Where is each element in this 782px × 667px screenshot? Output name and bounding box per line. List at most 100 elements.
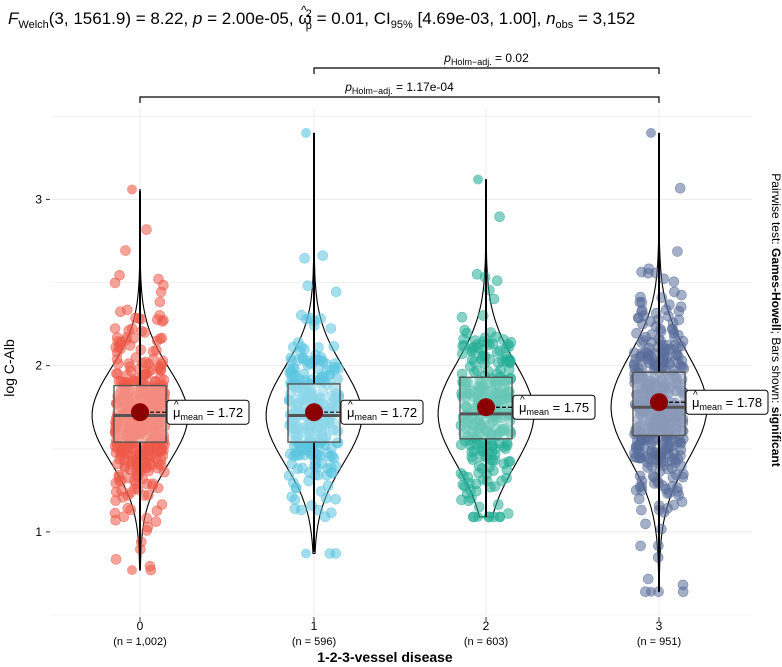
data-point: [640, 518, 651, 530]
data-point: [132, 484, 144, 495]
data-point: [455, 439, 467, 451]
data-point: [657, 422, 669, 434]
x-tick-n-label: (n = 951): [637, 636, 681, 648]
data-point: [673, 410, 685, 421]
data-point: [284, 367, 296, 379]
data-point: [677, 579, 689, 591]
data-point: [299, 343, 310, 355]
data-point: [664, 487, 675, 499]
mean-label-sub: mean: [527, 407, 550, 417]
title-welch: Welch: [18, 19, 48, 31]
data-point: [462, 471, 474, 483]
mean-label: μmean = 1.72: [347, 405, 417, 422]
x-tick-label: 3: [656, 619, 663, 633]
mean-label-value: 1.72: [218, 405, 243, 420]
data-point: [333, 389, 345, 401]
group-2: μmean = 1.75^: [437, 174, 596, 523]
data-point: [636, 385, 647, 396]
data-point: [473, 501, 485, 513]
group-0: μmean = 1.72^: [91, 184, 250, 576]
data-point-max: [646, 127, 656, 138]
data-point: [113, 471, 125, 483]
data-point: [486, 385, 498, 397]
title-omega-sup: 2: [306, 8, 312, 20]
mean-label-value: 1.78: [737, 395, 762, 410]
mean-label-mu: μ: [519, 400, 527, 415]
data-point: [674, 182, 686, 194]
data-point-min: [473, 511, 483, 522]
data-point: [642, 267, 654, 279]
mean-label-eq: =: [203, 405, 218, 420]
data-point: [145, 564, 157, 576]
mean-label: μmean = 1.72: [173, 405, 243, 422]
data-point: [664, 299, 675, 311]
data-point: [124, 464, 136, 476]
data-point: [631, 327, 642, 339]
data-point: [477, 381, 488, 393]
pairwise-caption: Pairwise test: Games-Howell; Bars shown:…: [769, 173, 782, 466]
data-point: [329, 358, 341, 369]
data-point: [675, 460, 687, 472]
comparison-label: pHolm−adj. = 1.17e-04: [344, 80, 454, 96]
data-point: [642, 462, 653, 473]
data-point: [122, 502, 134, 514]
data-point: [301, 313, 312, 325]
data-point: [326, 442, 337, 454]
data-point: [141, 224, 152, 235]
data-point: [634, 470, 646, 482]
data-point: [138, 369, 149, 381]
data-point: [634, 481, 646, 493]
data-point: [493, 357, 504, 369]
data-point: [657, 358, 669, 370]
data-point: [501, 437, 513, 449]
data-point: [122, 448, 134, 460]
title-p: p: [192, 9, 202, 28]
data-point: [150, 516, 162, 527]
data-point: [154, 333, 166, 345]
data-point: [283, 394, 295, 406]
data-point: [473, 460, 485, 472]
x-tick-label: 0: [137, 619, 144, 633]
y-tick-label: 3: [35, 192, 42, 206]
title-omega: ω: [298, 9, 311, 28]
data-point: [154, 310, 165, 321]
data-point: [116, 394, 127, 406]
data-point-min: [301, 548, 311, 559]
data-point: [655, 323, 666, 335]
title-ci-sub: 95%: [391, 19, 413, 31]
chart-title: FWelch(3, 1561.9) = 8.22, p = 2.00e-05, …: [8, 8, 635, 32]
mean-label-value: 1.75: [564, 400, 589, 415]
y-tick-label: 2: [35, 359, 42, 373]
data-point: [118, 511, 130, 523]
data-point: [145, 396, 157, 408]
data-point: [136, 325, 147, 337]
data-point: [466, 446, 478, 458]
comparison-bracket: [139, 96, 660, 103]
title-n: n: [546, 9, 555, 28]
mean-label-box: [512, 394, 596, 420]
title-omega-hat: ^: [301, 3, 307, 17]
data-point: [488, 293, 500, 305]
data-point: [496, 475, 508, 487]
data-point: [330, 460, 342, 472]
data-point: [635, 540, 646, 552]
data-point: [299, 252, 310, 264]
mean-label-sub: mean: [700, 402, 723, 412]
axes: 1 2 3 0 (n = 1,002) 1 (n = 596) 2 (n = 603) 3 (n =…: [35, 192, 681, 648]
data-point-max: [473, 174, 483, 185]
data-point: [140, 356, 151, 368]
data-point: [656, 523, 667, 535]
data-point: [644, 316, 656, 327]
data-point: [151, 345, 162, 356]
data-point-min: [646, 586, 656, 597]
data-point: [156, 444, 167, 456]
mean-label-eq: =: [722, 395, 737, 410]
data-point: [302, 280, 314, 292]
data-point: [315, 355, 327, 366]
data-point: [649, 478, 660, 489]
data-point: [154, 296, 166, 308]
data-point: [672, 246, 683, 257]
data-point: [635, 452, 646, 463]
data-point: [158, 279, 169, 291]
